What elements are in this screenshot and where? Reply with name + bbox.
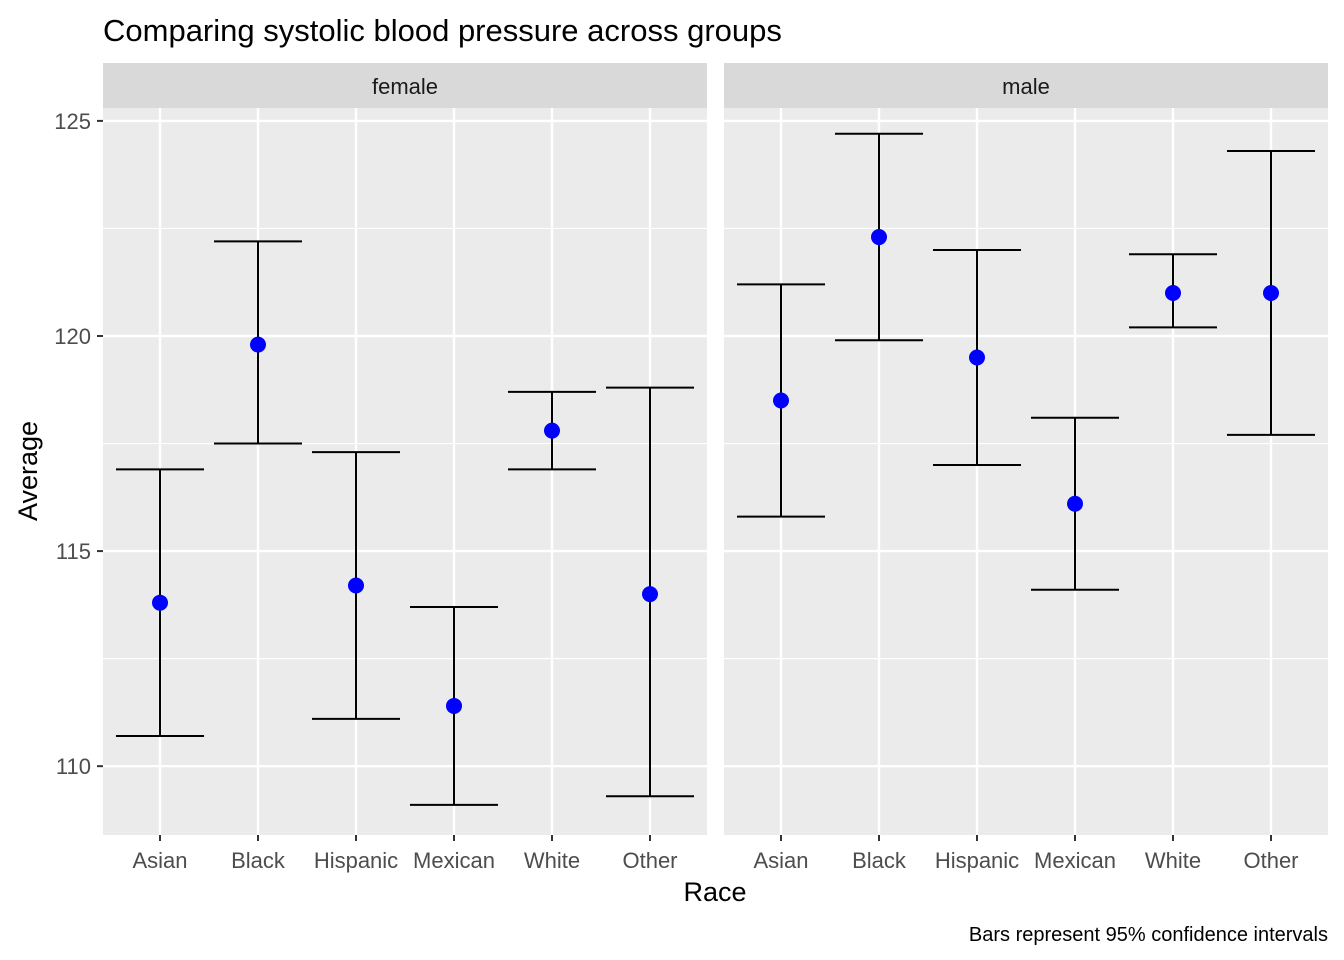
errorbar-asian: [737, 283, 825, 518]
mean-point-white: [1165, 284, 1181, 301]
errorbar-hispanic: [312, 451, 400, 720]
mean-point-asian: [152, 594, 168, 611]
errorbar-black: [214, 240, 302, 445]
facet-panel-male: male Asian Black Hispanic Mexican White Other: [724, 63, 1328, 873]
mean-point-hispanic: [969, 349, 985, 366]
facet-strip: [724, 63, 1328, 108]
mean-point-mexican: [1067, 495, 1083, 512]
y-axis-title: Average: [13, 421, 43, 521]
y-tick-label: 110: [56, 754, 91, 779]
x-tick-label: Asian: [753, 848, 808, 873]
y-tick-label: 115: [56, 539, 91, 564]
errorbar-white: [1129, 253, 1217, 329]
mean-point-white: [544, 422, 560, 439]
x-tick-label: Asian: [132, 848, 187, 873]
mean-point-hispanic: [348, 577, 364, 594]
facet-strip-label: female: [372, 74, 438, 99]
mean-point-black: [250, 336, 266, 353]
errorbar-hispanic: [933, 248, 1021, 467]
x-tick-label: Hispanic: [314, 848, 398, 873]
panel-background: [103, 108, 707, 835]
errorbar-asian: [116, 468, 204, 738]
mean-point-other: [1263, 284, 1279, 301]
y-tick-label: 120: [54, 324, 91, 349]
x-tick-label: Mexican: [1034, 848, 1116, 873]
errorbar-mexican: [1031, 416, 1119, 591]
chart-caption: Bars represent 95% confidence intervals: [969, 924, 1328, 946]
facet-panel-female: female Asian Black Hispanic Mexican White Othe…: [103, 63, 707, 873]
x-axis-title: Race: [683, 877, 746, 907]
errorbar-other: [1227, 150, 1315, 436]
mean-point-asian: [773, 392, 789, 409]
mean-point-mexican: [446, 697, 462, 714]
x-tick-label: White: [1145, 848, 1201, 873]
x-tick-label: Other: [622, 848, 677, 873]
mean-point-black: [871, 229, 887, 246]
x-tick-label: Black: [231, 848, 286, 873]
x-tick-label: Mexican: [413, 848, 495, 873]
x-tick-label: White: [524, 848, 580, 873]
errorbar-black: [835, 132, 923, 342]
x-tick-label: Other: [1243, 848, 1298, 873]
facet-panels: female Asian Black Hispanic Mexican White Othe…: [103, 63, 1328, 873]
y-axis: 110 115 120 125: [54, 109, 103, 779]
chart-title: Comparing systolic blood pressure across…: [103, 13, 782, 48]
errorbar-mexican: [410, 606, 498, 806]
errorbar-white: [508, 390, 596, 471]
y-tick-label: 125: [54, 109, 91, 134]
mean-point-other: [642, 586, 658, 603]
x-tick-label: Hispanic: [935, 848, 1019, 873]
facet-strip-label: male: [1002, 74, 1050, 99]
facet-strip: [103, 63, 707, 108]
x-tick-label: Black: [852, 848, 907, 873]
panel-background: [724, 108, 1328, 835]
errorbar-other: [606, 386, 694, 798]
